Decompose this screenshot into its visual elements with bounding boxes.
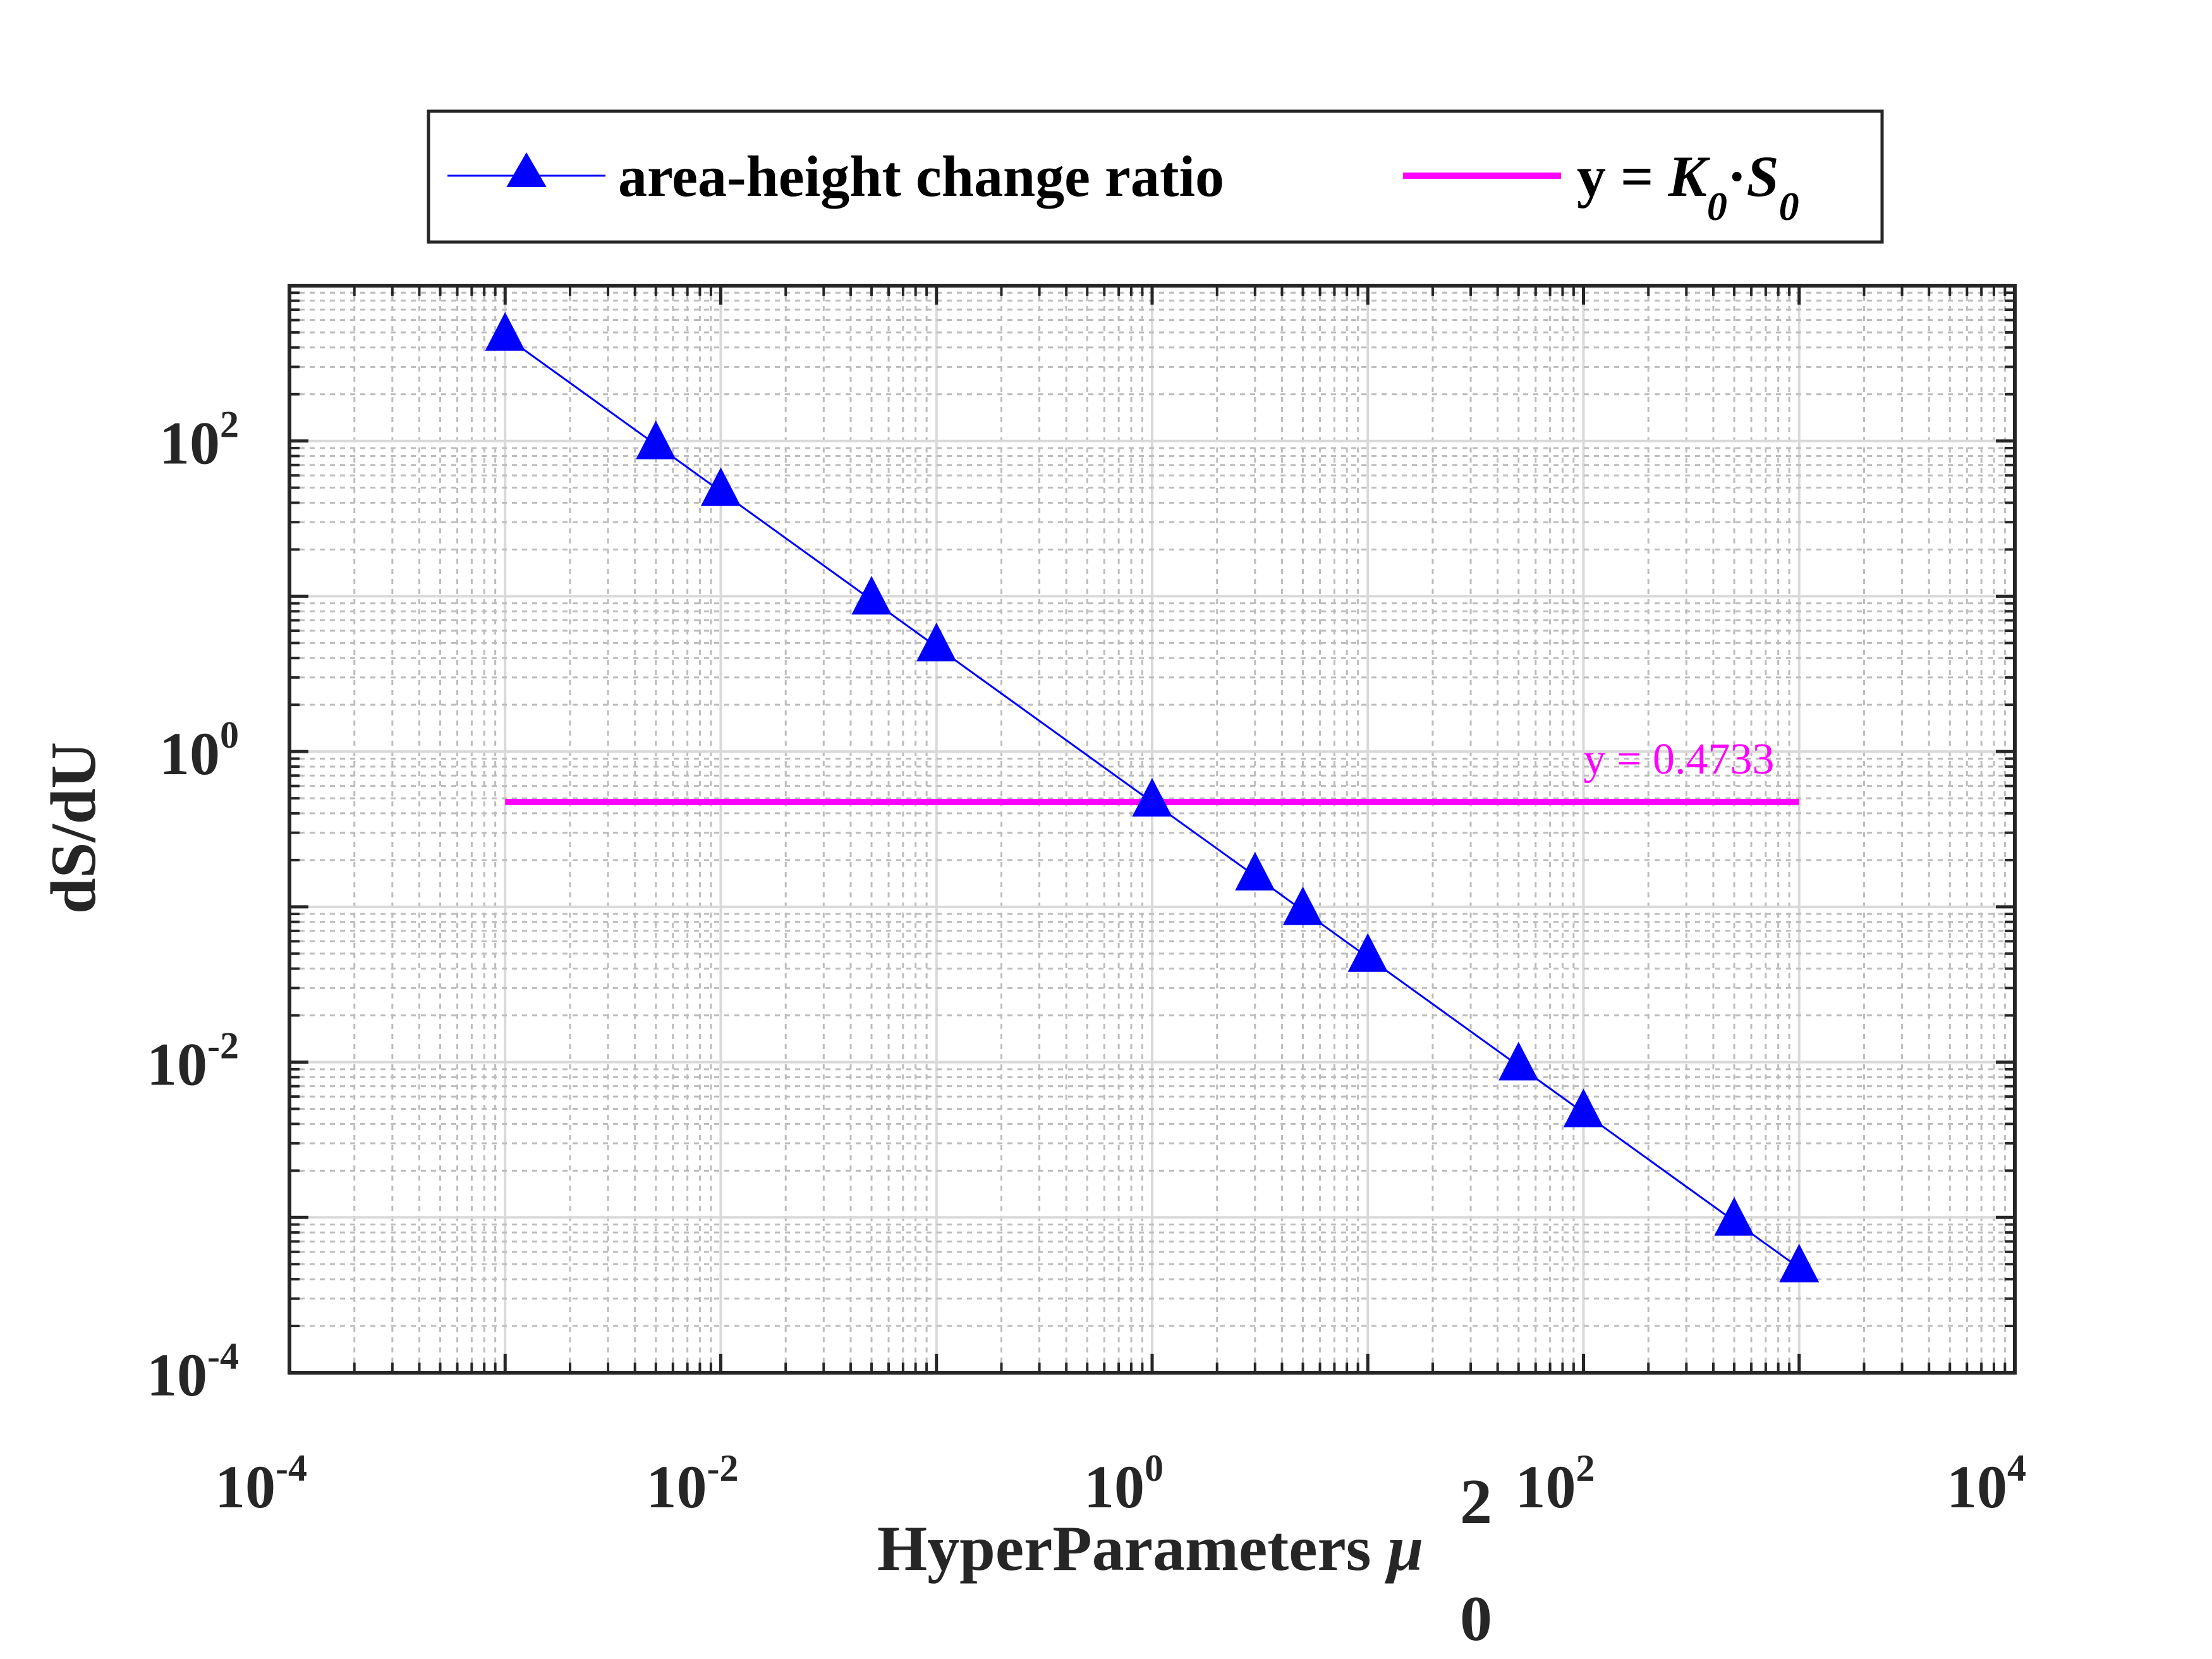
tick-labels: 10-4 10-2 100 102 104 10-4 10-2 100 102 (147, 404, 2026, 1521)
legend-marker-ratio (506, 152, 547, 187)
x-axis-label: HyperParameters μ (877, 1513, 1423, 1584)
x-tick-label: 104 (1947, 1447, 2026, 1521)
x-axis-label-superscript: 2 (1460, 1466, 1492, 1538)
data-point-marker (916, 623, 957, 662)
legend-label-k0s0: y = K0·S0 (1577, 144, 1799, 229)
data-point-marker (1132, 777, 1172, 817)
data-point-marker (485, 312, 525, 351)
y-tick-label: 102 (159, 404, 239, 477)
data-point-marker (1347, 933, 1388, 972)
data-point-marker (1714, 1197, 1754, 1236)
data-point-marker (851, 576, 892, 615)
legend: area-height change ratio y = K0·S0 (427, 109, 1884, 244)
data-point-marker (636, 420, 676, 459)
tick-marks (289, 286, 2015, 1373)
legend-label-k0s0-dot: · (1727, 144, 1747, 209)
data-point-marker (1498, 1042, 1539, 1081)
y-axis-label: dS/dU (38, 742, 109, 914)
x-tick-label: 100 (1084, 1447, 1164, 1521)
x-tick-label: 10-4 (215, 1447, 307, 1521)
y-tick-label: 10-4 (147, 1335, 239, 1409)
data-point-marker (1282, 886, 1323, 925)
reference-value-annotation: y = 0.4733 (1584, 735, 1775, 784)
y-tick-label: 10-2 (147, 1025, 239, 1098)
plot-data: y = 0.4733 (485, 312, 1820, 1283)
legend-label-k0s0-s-sub: 0 (1779, 184, 1799, 229)
legend-label-k0s0-k: K (1667, 144, 1710, 209)
legend-label-ratio: area-height change ratio (618, 144, 1224, 209)
x-axis-label-symbol: μ (1384, 1513, 1423, 1584)
data-point-marker (1235, 851, 1275, 891)
x-axis-label-text: HyperParameters (877, 1513, 1371, 1584)
x-tick-label: 10-2 (647, 1447, 739, 1521)
data-point-marker (1563, 1088, 1604, 1127)
data-point-marker (700, 467, 741, 506)
legend-label-k0s0-k-sub: 0 (1707, 184, 1727, 229)
x-axis-label-subscript: 0 (1460, 1583, 1492, 1655)
y-tick-label: 100 (159, 714, 239, 787)
legend-label-k0s0-prefix: y = (1577, 144, 1668, 209)
x-tick-label: 102 (1516, 1447, 1595, 1521)
legend-label-k0s0-s: S (1747, 144, 1779, 209)
legend-box (427, 109, 1884, 244)
data-point-marker (1779, 1244, 1820, 1283)
